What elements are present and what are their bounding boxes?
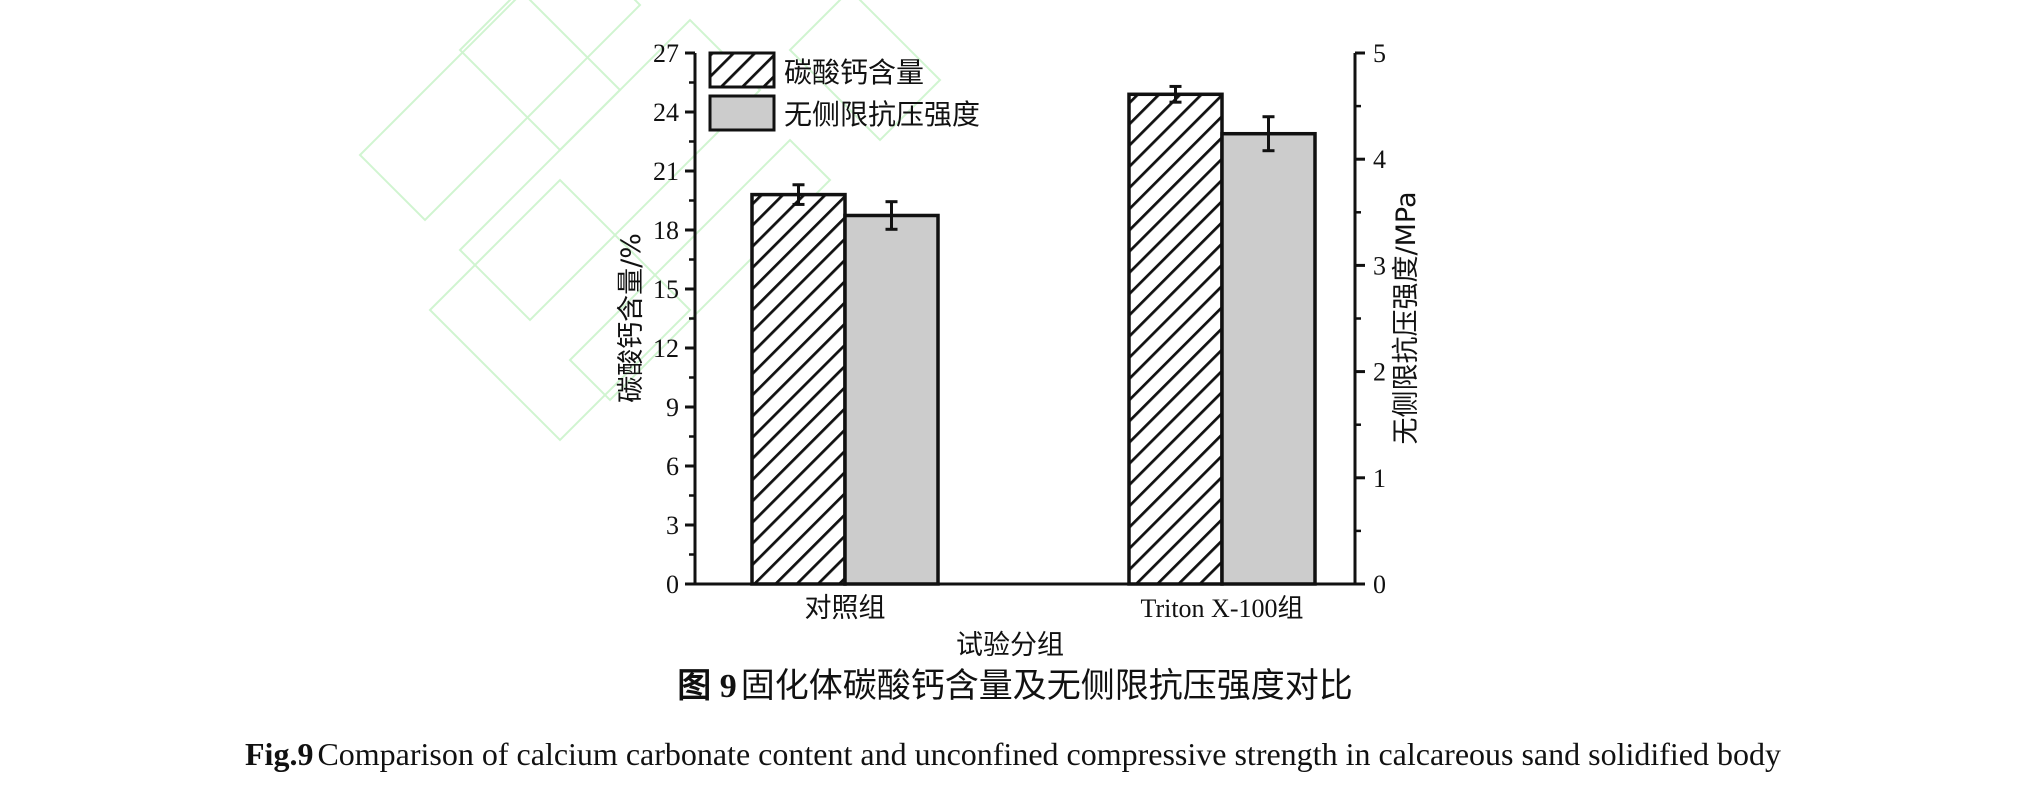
left-y-ticks: 0 3 6 9 12 15 18 21 24 27 (653, 39, 695, 599)
bar-carbonate-0 (750, 192, 847, 586)
right-tick-label: 1 (1373, 464, 1386, 493)
x-tick-labels: 对照组 Triton X-100组 (805, 593, 1304, 624)
error-bars-group (792, 84, 1275, 231)
caption-en-text: Comparison of calcium carbonate content … (317, 736, 1781, 772)
right-tick-label: 4 (1373, 145, 1386, 174)
right-tick-label: 3 (1373, 251, 1386, 280)
figure-caption: 图 9 固化体碳酸钙含量及无侧限抗压强度对比 Fig.9 Comparison … (245, 666, 1781, 772)
caption-cn-label: 图 9 (677, 668, 737, 705)
x-tick-label: 对照组 (805, 593, 886, 624)
legend: 碳酸钙含量 无侧限抗压强度 (708, 51, 980, 132)
caption-en: Fig.9 Comparison of calcium carbonate co… (245, 736, 1781, 772)
right-tick-label: 0 (1373, 570, 1386, 599)
left-tick-label: 6 (666, 452, 679, 481)
left-tick-label: 18 (653, 216, 679, 245)
caption-cn-text: 固化体碳酸钙含量及无侧限抗压强度对比 (741, 666, 1353, 706)
legend-label-carbonate: 碳酸钙含量 (784, 56, 924, 89)
left-tick-label: 27 (653, 39, 679, 68)
caption-cn: 图 9 固化体碳酸钙含量及无侧限抗压强度对比 (677, 666, 1353, 706)
left-tick-label: 24 (653, 98, 679, 127)
right-y-ticks: 0 1 2 3 4 5 (1355, 39, 1386, 599)
left-y-axis-title: 碳酸钙含量/% (616, 233, 647, 403)
left-tick-label: 3 (666, 511, 679, 540)
left-tick-label: 15 (653, 275, 679, 304)
right-tick-label: 2 (1373, 358, 1386, 387)
left-tick-label: 21 (653, 157, 679, 186)
bar-strength-1 (1220, 131, 1317, 586)
left-tick-label: 9 (666, 393, 679, 422)
caption-en-label: Fig.9 (245, 736, 313, 772)
x-tick-label: Triton X-100组 (1140, 594, 1303, 623)
legend-label-strength: 无侧限抗压强度 (784, 98, 980, 131)
watermark-decoration (358, 0, 942, 442)
left-tick-label: 0 (666, 570, 679, 599)
bar-strength-0 (843, 213, 940, 586)
legend-swatch-strength (708, 94, 776, 132)
bar-carbonate-1 (1127, 92, 1224, 586)
right-y-axis-title: 无侧限抗压强度/MPa (1391, 191, 1422, 444)
left-tick-label: 12 (653, 334, 679, 363)
bars-group (750, 92, 1317, 586)
x-axis-title: 试验分组 (956, 630, 1064, 661)
right-tick-label: 5 (1373, 39, 1386, 68)
legend-swatch-carbonate (708, 51, 776, 89)
